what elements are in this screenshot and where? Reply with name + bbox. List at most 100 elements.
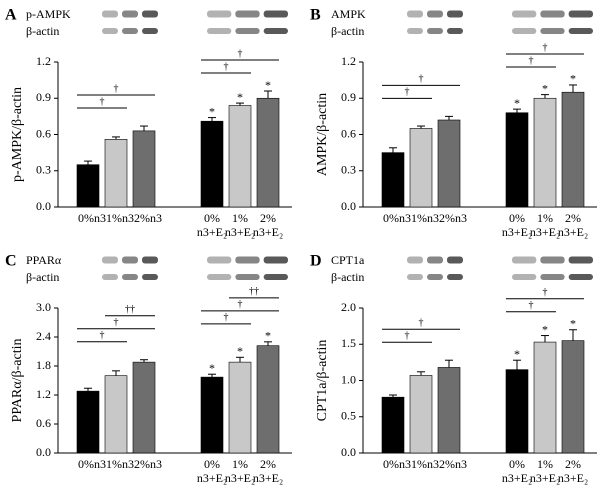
bar — [437, 367, 461, 454]
bar — [561, 340, 585, 454]
blot-band — [207, 274, 232, 280]
y-tick-label: 0.0 — [36, 445, 51, 459]
bar — [409, 128, 433, 208]
blot-band — [102, 274, 118, 280]
y-tick-label: 1.2 — [36, 387, 51, 401]
y-tick-label: 2.4 — [36, 329, 51, 343]
bracket-label: † — [114, 83, 119, 94]
significance-marker: * — [209, 361, 215, 375]
panel-letter: D — [310, 253, 322, 270]
x-tick-label: n3+E₂ — [530, 471, 560, 485]
bar — [533, 341, 557, 454]
blot-band — [447, 10, 463, 18]
y-tick-label: 0.3 — [36, 163, 51, 177]
blot-band — [447, 28, 463, 34]
blot-band — [568, 274, 593, 280]
blot-band — [512, 256, 537, 264]
x-tick-label: 1% — [537, 211, 553, 225]
blot-band — [407, 274, 423, 280]
bar — [132, 130, 156, 208]
bracket-label: † — [405, 87, 410, 98]
x-tick-label: n3+E₂ — [502, 225, 532, 239]
blot-band — [427, 274, 443, 280]
y-tick-label: 0.0 — [341, 199, 356, 213]
x-tick-label: n3+E₂ — [225, 225, 255, 239]
blot-label: CPT1a — [331, 253, 365, 267]
significance-marker: * — [514, 347, 520, 361]
blot-band — [568, 256, 593, 264]
y-tick-label: 0.6 — [36, 126, 51, 140]
bar — [561, 91, 585, 208]
bar — [505, 112, 529, 208]
x-tick-label: 1% — [537, 457, 553, 471]
x-tick-label: 2% — [565, 457, 581, 471]
blot-band — [512, 28, 537, 34]
blot-band — [235, 256, 260, 264]
blot-band — [447, 256, 463, 264]
blot-band — [207, 10, 232, 18]
blot-band — [540, 10, 565, 18]
blot-band — [407, 256, 423, 264]
blot-band — [122, 28, 138, 34]
blot-label: β-actin — [26, 270, 59, 284]
x-tick-label: n3+E₂ — [253, 471, 283, 485]
blot-label: p-AMPK — [26, 7, 71, 21]
blot-band — [427, 10, 443, 18]
blot-label: β-actin — [331, 24, 364, 38]
bar — [228, 361, 252, 454]
significance-marker: * — [265, 329, 271, 343]
blot-band — [407, 28, 423, 34]
blot-band — [427, 256, 443, 264]
blot-band — [263, 10, 288, 18]
x-tick-label: n3+E₂ — [558, 225, 588, 239]
significance-marker: * — [265, 78, 271, 92]
blot-label: AMPK — [331, 7, 366, 21]
x-tick-label: 0%n3 — [78, 211, 106, 225]
blot-band — [540, 28, 565, 34]
bracket-label: † — [419, 74, 424, 85]
x-tick-label: 0% — [204, 211, 220, 225]
significance-marker: * — [237, 344, 243, 358]
y-tick-label: 1.2 — [341, 54, 356, 68]
blot-band — [263, 28, 288, 34]
significance-marker: * — [570, 72, 576, 86]
y-tick-label: 1.8 — [36, 358, 51, 372]
blot-band — [102, 256, 118, 264]
blot-band — [122, 256, 138, 264]
blot-band — [235, 274, 260, 280]
x-tick-label: 1%n3 — [106, 457, 134, 471]
blot-band — [235, 28, 260, 34]
blot-band — [142, 28, 158, 34]
blot-band — [102, 28, 118, 34]
x-tick-label: 1%n3 — [411, 457, 439, 471]
blot-band — [142, 10, 158, 18]
bar — [132, 361, 156, 454]
x-tick-label: n3+E₂ — [197, 225, 227, 239]
blot-label: β-actin — [331, 270, 364, 284]
x-tick-label: 2%n3 — [439, 211, 467, 225]
x-tick-label: 0%n3 — [383, 457, 411, 471]
blot-band — [263, 274, 288, 280]
x-tick-label: 1%n3 — [411, 211, 439, 225]
bar — [505, 369, 529, 454]
blot-band — [207, 28, 232, 34]
bracket-label: † — [114, 317, 119, 328]
bar — [200, 120, 224, 208]
bracket-label: † — [238, 299, 243, 310]
panel-letter: B — [310, 7, 321, 24]
bar — [409, 375, 433, 454]
y-axis-label: CPT1a/β-actin — [315, 340, 330, 422]
y-tick-label: 0.3 — [341, 163, 356, 177]
blot-band — [122, 10, 138, 18]
significance-marker: * — [514, 96, 520, 110]
blot-band — [447, 274, 463, 280]
bracket-label: † — [405, 330, 410, 341]
x-tick-label: n3+E₂ — [253, 225, 283, 239]
y-tick-label: 0.9 — [341, 90, 356, 104]
bracket-label: † — [419, 317, 424, 328]
x-tick-label: 2% — [260, 211, 276, 225]
x-tick-label: n3+E₂ — [558, 471, 588, 485]
bracket-label: † — [543, 42, 548, 53]
bar — [256, 97, 280, 208]
